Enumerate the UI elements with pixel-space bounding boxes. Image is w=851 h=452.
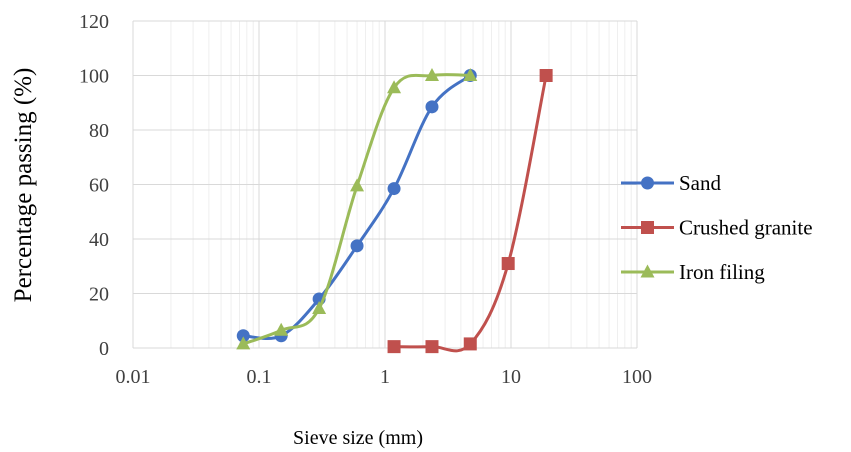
x-tick-label: 10 [501,366,521,388]
x-axis-title: Sieve size (mm) [293,427,423,449]
legend-marker [641,177,654,190]
x-tick-label: 0.01 [116,366,151,388]
legend-item-iron-filing: Iron filing [621,260,765,284]
grid-layer [133,21,637,348]
y-tick-label: 60 [89,175,109,197]
y-tick-label: 20 [89,284,109,306]
sand-point [351,239,364,252]
crushed-granite-point [425,340,438,353]
y-tick-label: 0 [99,338,109,360]
crushed-granite-point [502,257,515,270]
sand-point [388,182,401,195]
legend-label: Crushed granite [679,216,813,240]
y-tick-label: 120 [79,11,109,33]
x-tick-label: 100 [622,366,652,388]
legend: Sand Crushed granite Iron filing [621,171,813,284]
y-tick-label: 80 [89,120,109,142]
crushed-granite-point [388,340,401,353]
y-tick-label: 40 [89,229,109,251]
legend-item-crushed-granite: Crushed granite [621,216,813,240]
crushed-granite-point [464,337,477,350]
y-tick-label: 100 [79,66,109,88]
legend-marker [641,221,654,234]
x-tick-label: 0.1 [247,366,272,388]
sand-point [425,100,438,113]
x-tick-label: 1 [380,366,390,388]
series-crushed-granite [388,69,553,353]
legend-item-sand: Sand [621,171,722,195]
crushed-granite-line [394,76,546,351]
y-axis-title: Percentage passing (%) [10,68,37,303]
legend-label: Iron filing [679,260,765,284]
legend-label: Sand [679,171,722,195]
crushed-granite-point [540,69,553,82]
